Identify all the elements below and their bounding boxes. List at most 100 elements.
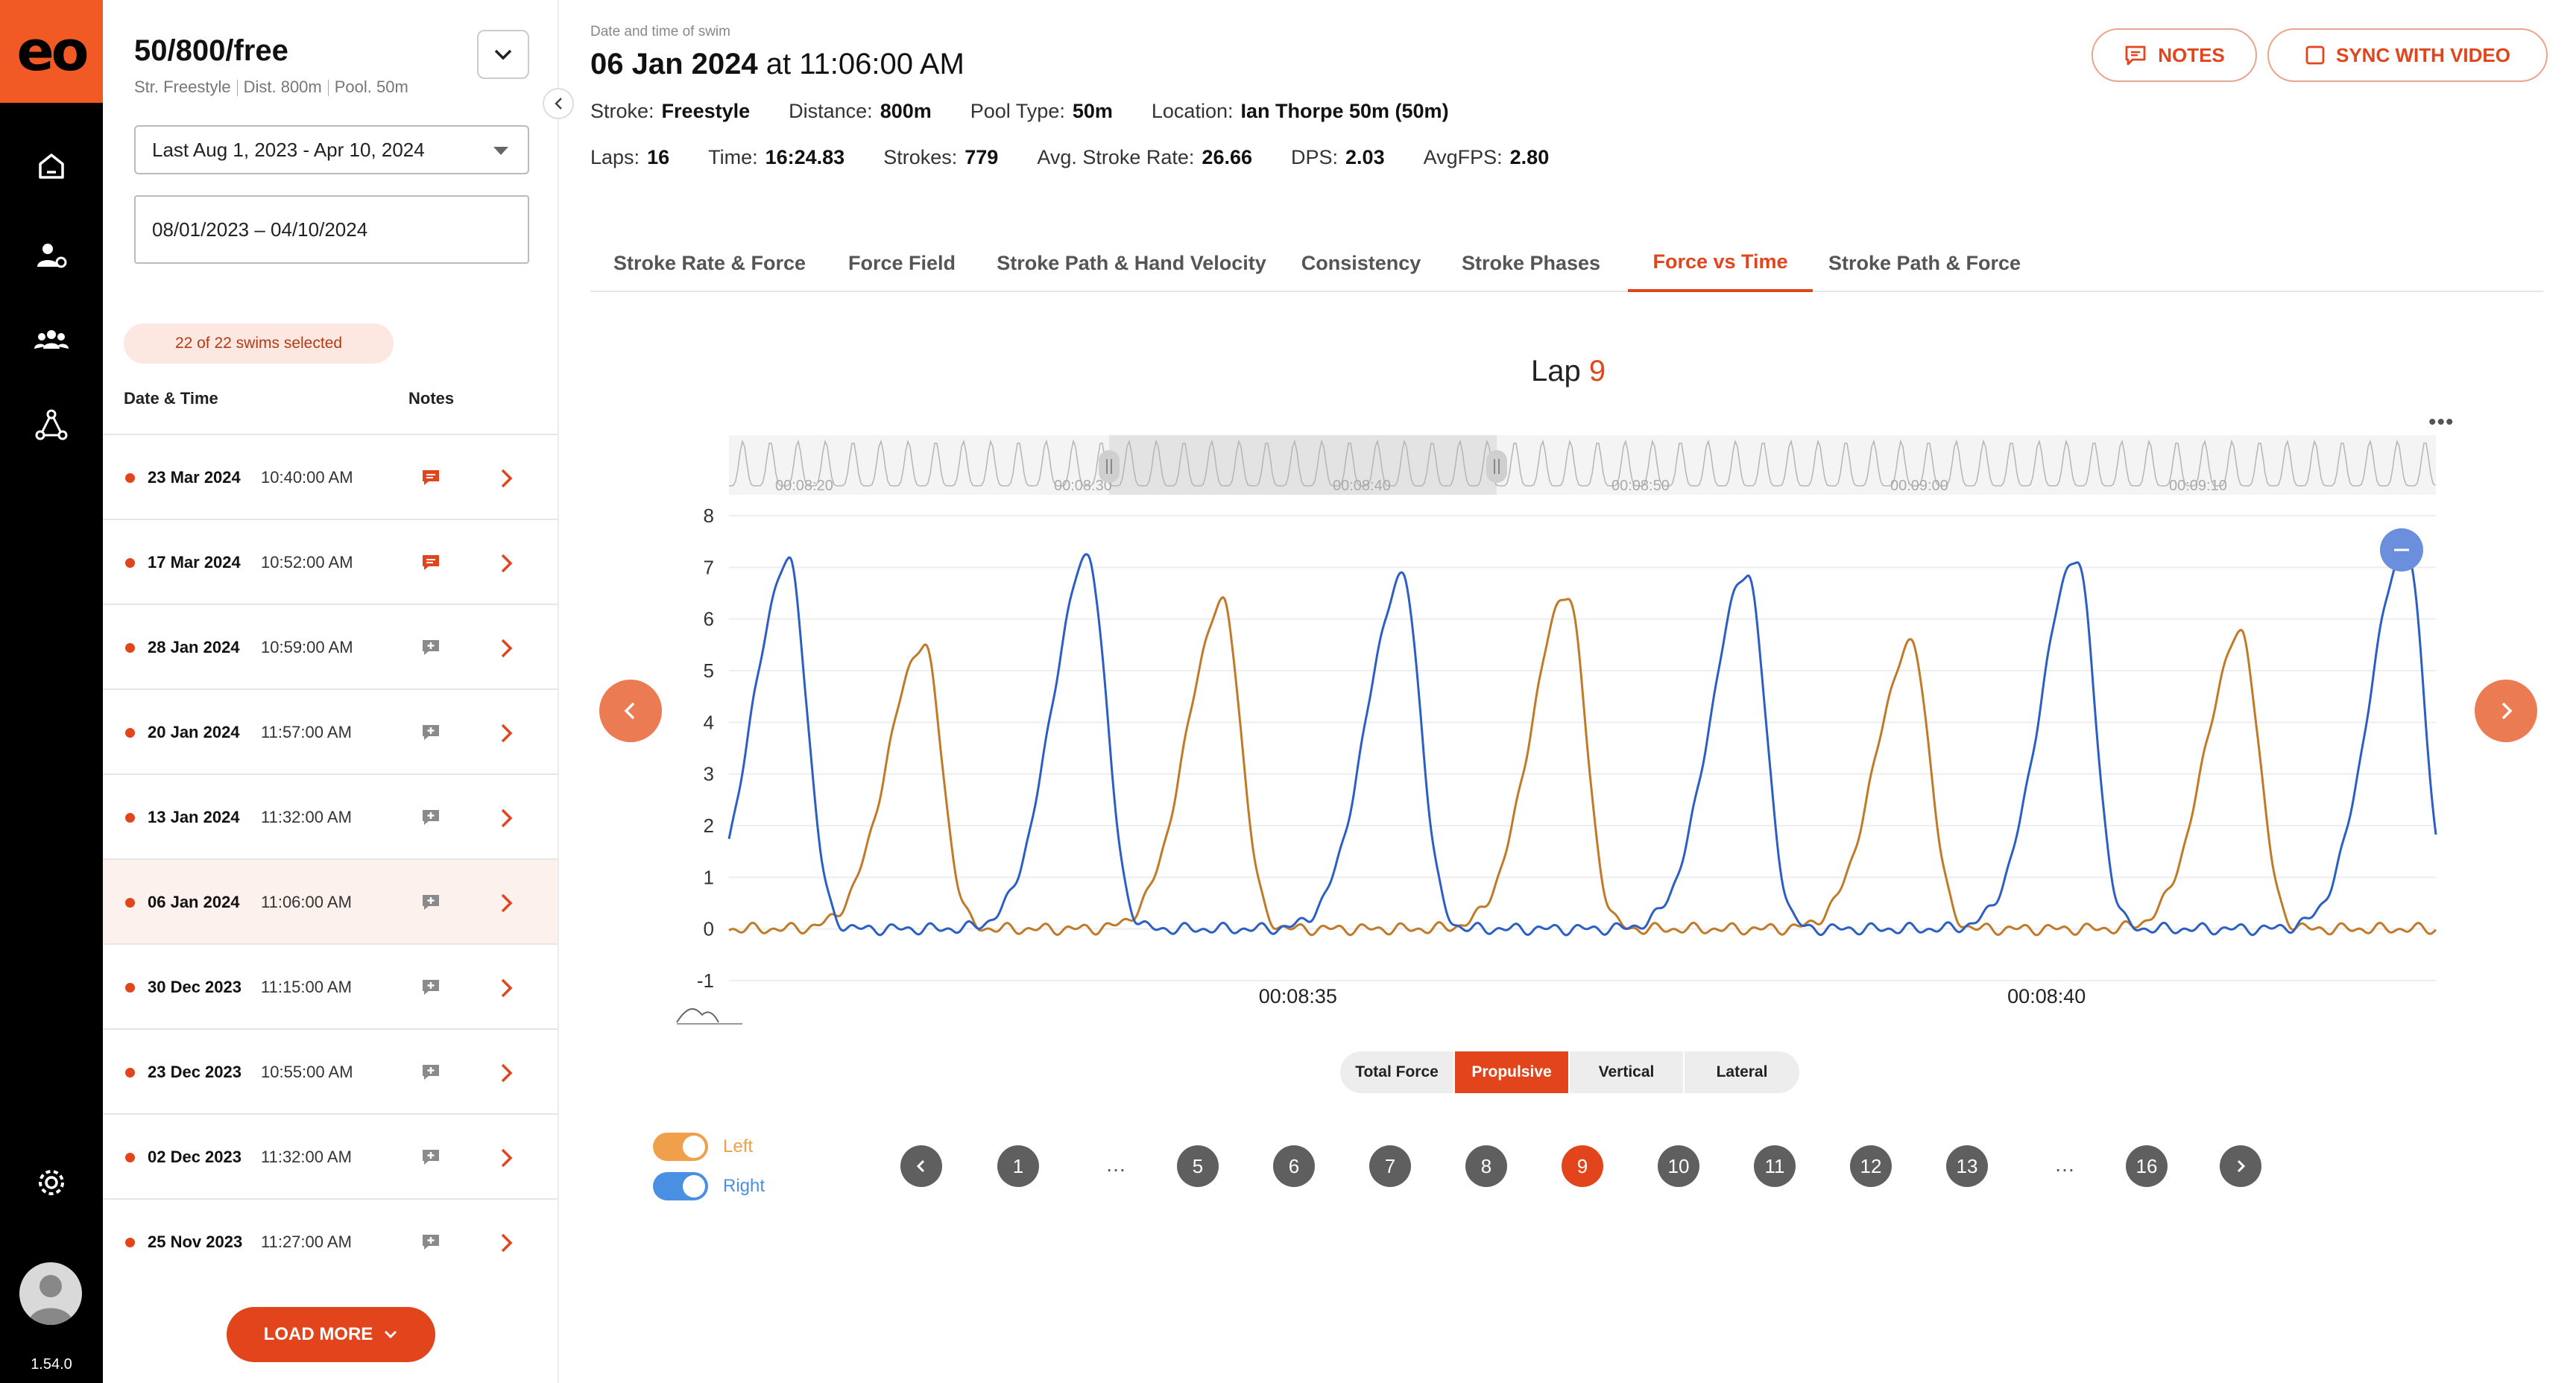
- pager-page-button[interactable]: 12: [1850, 1145, 1892, 1187]
- tab-force-vs-time[interactable]: Force vs Time: [1628, 234, 1813, 292]
- segment-vertical[interactable]: Vertical: [1570, 1051, 1685, 1093]
- user-avatar[interactable]: [19, 1262, 82, 1325]
- swim-list-row[interactable]: 02 Dec 2023 11:32:00 AM: [103, 1113, 558, 1198]
- reset-zoom-button[interactable]: [2380, 528, 2423, 572]
- left-series-toggle-row: Left: [653, 1133, 753, 1161]
- user-settings-icon[interactable]: [33, 237, 70, 274]
- note-icon[interactable]: [420, 553, 441, 572]
- y-tick-label: 0: [704, 918, 714, 940]
- date-range-select[interactable]: Last Aug 1, 2023 - Apr 10, 2024: [134, 125, 529, 174]
- meta-label: Pool Type:: [970, 100, 1065, 122]
- status-dot: [125, 1153, 135, 1162]
- chevron-right-icon[interactable]: [498, 1061, 514, 1085]
- swim-row-time: 10:52:00 AM: [261, 553, 353, 572]
- chevron-right-icon[interactable]: [498, 636, 514, 660]
- collapse-panel-button[interactable]: [543, 88, 574, 119]
- tab-stroke-rate-force[interactable]: Stroke Rate & Force: [613, 251, 806, 274]
- add-note-icon[interactable]: [420, 1232, 441, 1252]
- chevron-right-icon[interactable]: [498, 891, 514, 915]
- add-note-icon[interactable]: [420, 978, 441, 997]
- pager-page-button[interactable]: 9: [1562, 1145, 1603, 1187]
- chevron-right-icon[interactable]: [498, 466, 514, 490]
- pager-page-button[interactable]: 13: [1946, 1145, 1988, 1187]
- add-note-icon[interactable]: [420, 638, 441, 657]
- pager-next-button[interactable]: [2220, 1145, 2261, 1187]
- pager-page-button[interactable]: 6: [1273, 1145, 1315, 1187]
- next-lap-arrow-button[interactable]: [2475, 680, 2537, 742]
- right-series-toggle[interactable]: [653, 1172, 708, 1200]
- x-tick-label: 00:08:35: [1259, 985, 1337, 1007]
- swim-network-icon[interactable]: [33, 407, 70, 444]
- meta-value: 800m: [880, 100, 932, 122]
- add-note-icon[interactable]: [420, 1148, 441, 1167]
- sync-with-video-button[interactable]: SYNC WITH VIDEO: [2267, 28, 2548, 82]
- left-series-toggle[interactable]: [653, 1133, 708, 1161]
- chevron-right-icon[interactable]: [498, 976, 514, 1000]
- add-note-icon[interactable]: [420, 1063, 441, 1082]
- pager-page-button[interactable]: 11: [1754, 1145, 1796, 1187]
- chevron-left-icon: [624, 702, 635, 720]
- chevron-right-icon[interactable]: [498, 721, 514, 745]
- swim-list-row[interactable]: 23 Dec 2023 10:55:00 AM: [103, 1028, 558, 1113]
- note-icon[interactable]: [420, 468, 441, 487]
- force-vs-time-chart: 00:08:20 00:08:30 00:08:40 00:08:50 00:09:00…: [676, 435, 2437, 1025]
- add-note-icon[interactable]: [420, 808, 441, 827]
- home-icon[interactable]: [33, 148, 70, 185]
- pager-page-button[interactable]: 7: [1369, 1145, 1411, 1187]
- swim-heading: 06 Jan 2024 at 11:06:00 AM: [590, 48, 965, 81]
- swim-list-row[interactable]: 13 Jan 2024 11:32:00 AM: [103, 773, 558, 858]
- tab-force-field[interactable]: Force Field: [847, 251, 956, 274]
- pager-page-button[interactable]: 8: [1465, 1145, 1507, 1187]
- swim-row-time: 10:59:00 AM: [261, 638, 353, 656]
- chevron-right-icon[interactable]: [498, 806, 514, 830]
- tab-consistency[interactable]: Consistency: [1301, 251, 1421, 274]
- segment-total-force[interactable]: Total Force: [1340, 1051, 1455, 1093]
- pager-page-button[interactable]: 1: [997, 1145, 1039, 1187]
- tab-stroke-path-hand-velocity[interactable]: Stroke Path & Hand Velocity: [997, 251, 1266, 274]
- team-icon[interactable]: [33, 322, 70, 359]
- set-dropdown-button[interactable]: [477, 30, 529, 79]
- navigator-tick-label: 00:08:30: [1054, 478, 1112, 494]
- swim-list-row[interactable]: 17 Mar 2024 10:52:00 AM: [103, 519, 558, 604]
- chevron-right-icon[interactable]: [498, 1231, 514, 1255]
- y-tick-label: 1: [704, 866, 714, 888]
- chevron-right-icon[interactable]: [498, 1146, 514, 1170]
- swim-list: 23 Mar 2024 10:40:00 AM 17 Mar 2024 10:52:0…: [103, 434, 558, 1283]
- chart-menu-icon[interactable]: •••: [2428, 410, 2455, 434]
- date-range-input[interactable]: 08/01/2023 – 04/10/2024: [134, 195, 529, 264]
- swim-list-row[interactable]: 25 Nov 2023 11:27:00 AM: [103, 1198, 558, 1283]
- pager-prev-button[interactable]: [900, 1145, 942, 1187]
- swim-list-row[interactable]: 28 Jan 2024 10:59:00 AM: [103, 604, 558, 689]
- load-more-button[interactable]: LOAD MORE: [227, 1307, 435, 1362]
- notes-button[interactable]: NOTES: [2092, 28, 2257, 82]
- add-note-icon[interactable]: [420, 893, 441, 912]
- segment-lateral[interactable]: Lateral: [1716, 1063, 1768, 1080]
- chevron-right-icon[interactable]: [498, 551, 514, 575]
- pager-page-button[interactable]: 16: [2126, 1145, 2168, 1187]
- swim-list-row[interactable]: 30 Dec 2023 11:15:00 AM: [103, 943, 558, 1028]
- set-title: 50/800/free: [134, 34, 288, 67]
- swim-list-row[interactable]: 20 Jan 2024 11:57:00 AM: [103, 689, 558, 773]
- swim-list-row[interactable]: 06 Jan 2024 11:06:00 AM: [103, 858, 558, 943]
- app-logo[interactable]: eo: [0, 0, 103, 103]
- add-note-icon[interactable]: [420, 723, 441, 742]
- meta-label: Distance:: [789, 100, 873, 122]
- pager-ellipsis: …: [1105, 1153, 1126, 1176]
- tab-stroke-phases[interactable]: Stroke Phases: [1461, 251, 1601, 274]
- pager-page-button[interactable]: 10: [1658, 1145, 1699, 1187]
- swim-row-time: 11:27:00 AM: [261, 1232, 352, 1251]
- navigator-tick-label: 00:09:00: [1890, 478, 1948, 494]
- navigator-handle[interactable]: [1486, 450, 1507, 483]
- meta-label: AvgFPS:: [1423, 146, 1503, 168]
- range-navigator[interactable]: 00:08:20 00:08:30 00:08:40 00:08:50 00:09:00…: [729, 435, 2436, 495]
- swims-selected-badge[interactable]: 22 of 22 swims selected: [124, 323, 394, 364]
- prev-lap-arrow-button[interactable]: [599, 680, 662, 742]
- swim-list-row[interactable]: 23 Mar 2024 10:40:00 AM: [103, 434, 558, 519]
- settings-icon[interactable]: [33, 1164, 70, 1201]
- pager-page-button[interactable]: 5: [1177, 1145, 1219, 1187]
- status-dot: [125, 1068, 135, 1077]
- segment-propulsive[interactable]: Propulsive: [1455, 1051, 1570, 1093]
- swim-row-time: 11:06:00 AM: [261, 893, 352, 911]
- tab-stroke-path-force[interactable]: Stroke Path & Force: [1828, 251, 2021, 274]
- navigator-handle[interactable]: [1099, 450, 1120, 483]
